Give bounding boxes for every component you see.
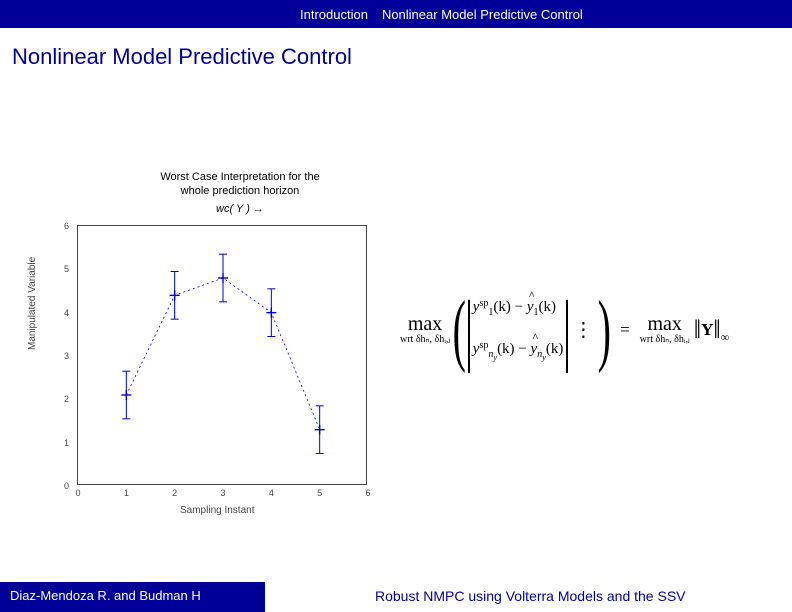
chart-xtick: 6 bbox=[365, 488, 370, 498]
header-bar: Introduction Nonlinear Model Predictive … bbox=[0, 0, 792, 28]
eq-rbar: | bbox=[563, 295, 571, 365]
chart-title: Worst Case Interpretation for the whole … bbox=[150, 171, 330, 216]
eq-matrix: ysp1(k) − y1(k) yspny(k) − yny(k) bbox=[473, 298, 564, 362]
footer-bar: Diaz-Mendoza R. and Budman H Robust NMPC… bbox=[0, 582, 792, 612]
chart-ytick: 3 bbox=[64, 351, 69, 361]
eq-rhs-wrt: wrt δhₙ, δhᵢ,ⱼ bbox=[640, 335, 690, 346]
chart-ytick: 2 bbox=[64, 394, 69, 404]
eq-rparen: ) bbox=[598, 295, 611, 365]
slide-title: Nonlinear Model Predictive Control bbox=[0, 28, 792, 70]
eq-lbar: | bbox=[465, 295, 473, 365]
eq-lhs-op: max bbox=[400, 314, 450, 335]
chart-xtick: 2 bbox=[172, 488, 177, 498]
eq-row1: ysp1(k) − y1(k) bbox=[473, 298, 564, 318]
chart-xtick: 3 bbox=[220, 488, 225, 498]
chart-xtick: 5 bbox=[317, 488, 322, 498]
eq-rhs-op: max bbox=[640, 314, 690, 335]
eq-equals: = bbox=[614, 320, 636, 340]
content-area: Worst Case Interpretation for the whole … bbox=[0, 70, 792, 580]
chart-title-line1: Worst Case Interpretation for the bbox=[150, 171, 330, 185]
footer-authors: Diaz-Mendoza R. and Budman H bbox=[0, 582, 265, 612]
chart-plot-area: 01234560123456 bbox=[77, 225, 367, 485]
eq-row2: yspny(k) − yny(k) bbox=[473, 340, 564, 362]
footer-title: Robust NMPC using Volterra Models and th… bbox=[265, 582, 792, 612]
eq-rhs-max: max wrt δhₙ, δhᵢ,ⱼ bbox=[640, 314, 690, 346]
chart-xlabel: Sampling Instant bbox=[180, 505, 255, 516]
chart-xtick: 0 bbox=[75, 488, 80, 498]
equation: max wrt δhₙ, δhᵢ,ⱼ ( | ysp1(k) − y1(k) y… bbox=[400, 265, 780, 395]
chart-ytick: 6 bbox=[64, 221, 69, 231]
chart-ytick: 5 bbox=[64, 264, 69, 274]
worst-case-chart: Worst Case Interpretation for the whole … bbox=[55, 170, 375, 510]
eq-norm: ‖Y‖∞ bbox=[694, 315, 729, 345]
chart-ytick: 1 bbox=[64, 438, 69, 448]
chart-ytick: 4 bbox=[64, 308, 69, 318]
eq-lhs-wrt: wrt δhₙ, δhᵢ,ⱼ bbox=[400, 335, 450, 346]
chart-xtick: 4 bbox=[269, 488, 274, 498]
eq-lhs-max: max wrt δhₙ, δhᵢ,ⱼ bbox=[400, 314, 450, 346]
chart-title-line2: whole prediction horizon bbox=[150, 185, 330, 199]
chart-wc-label: wc( Y ) → bbox=[150, 203, 330, 217]
breadcrumb-nmpc: Nonlinear Model Predictive Control bbox=[382, 7, 583, 22]
eq-vdots: ⋮ bbox=[571, 320, 595, 340]
breadcrumb-introduction: Introduction bbox=[300, 7, 368, 22]
chart-xtick: 1 bbox=[124, 488, 129, 498]
chart-ylabel: Manipulated Variable bbox=[27, 257, 38, 350]
chart-ytick: 0 bbox=[64, 481, 69, 491]
